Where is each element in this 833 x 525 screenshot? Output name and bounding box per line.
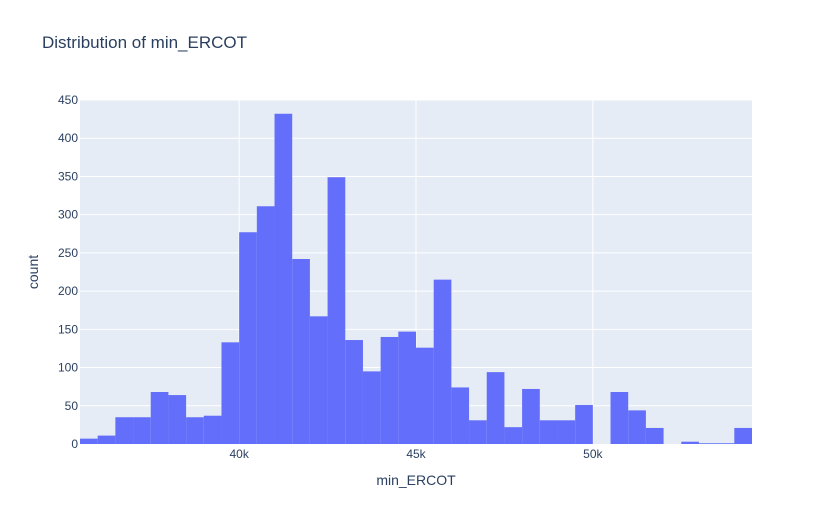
histogram-bar	[398, 331, 416, 444]
histogram-bar	[416, 347, 434, 444]
histogram-bar	[186, 417, 204, 444]
y-tick-label: 300	[58, 208, 78, 222]
histogram-bar	[221, 342, 240, 444]
histogram-bar	[292, 259, 310, 444]
histogram-bar	[522, 388, 540, 444]
histogram-bar	[274, 113, 293, 444]
histogram-bar	[539, 420, 558, 444]
histogram-bar	[309, 316, 328, 444]
x-tick-label: 45k	[406, 447, 426, 461]
histogram-bar	[645, 427, 664, 444]
histogram-bar	[345, 340, 363, 444]
histogram-bar	[380, 336, 399, 444]
histogram-bar	[133, 417, 151, 444]
x-axis-ticks: 40k 45k 50k	[229, 447, 603, 461]
x-tick-label: 40k	[229, 447, 249, 461]
histogram-bar	[362, 371, 381, 444]
histogram-bar	[239, 232, 257, 444]
histogram-bar	[734, 427, 752, 444]
y-tick-label: 250	[58, 246, 78, 260]
y-tick-label: 0	[71, 437, 78, 451]
histogram-bar	[681, 441, 699, 444]
y-axis-ticks: 0 50 100 150 200 250 300 350 400 450	[58, 93, 78, 451]
y-tick-label: 350	[58, 169, 78, 183]
histogram-bar	[433, 279, 452, 444]
histogram-bar	[150, 392, 169, 444]
histogram-bar	[610, 392, 629, 444]
x-tick-label: 50k	[583, 447, 603, 461]
y-tick-label: 100	[58, 361, 78, 375]
y-tick-label: 450	[58, 93, 78, 107]
y-tick-label: 400	[58, 131, 78, 145]
histogram-bar	[97, 435, 116, 444]
y-tick-label: 150	[58, 322, 78, 336]
histogram-bar	[168, 395, 187, 444]
histogram-bar	[203, 415, 222, 444]
chart-title: Distribution of min_ERCOT	[42, 33, 248, 52]
histogram-bar	[451, 387, 470, 444]
histogram-bar	[469, 420, 487, 444]
histogram-bar	[486, 372, 505, 444]
histogram-bar	[256, 206, 275, 444]
histogram-bar	[628, 410, 646, 444]
y-tick-label: 200	[58, 284, 78, 298]
histogram-bar	[557, 420, 576, 444]
bars	[80, 113, 752, 444]
histogram-bar	[80, 438, 98, 444]
histogram-bar	[115, 417, 134, 444]
histogram-bar	[327, 177, 346, 444]
histogram-bar	[504, 427, 523, 444]
histogram-bar	[716, 443, 735, 444]
y-axis-title: count	[25, 255, 41, 289]
y-tick-label: 50	[65, 399, 79, 413]
histogram-bar	[575, 405, 593, 444]
histogram-bar	[698, 443, 717, 444]
x-axis-title: min_ERCOT	[376, 472, 456, 488]
